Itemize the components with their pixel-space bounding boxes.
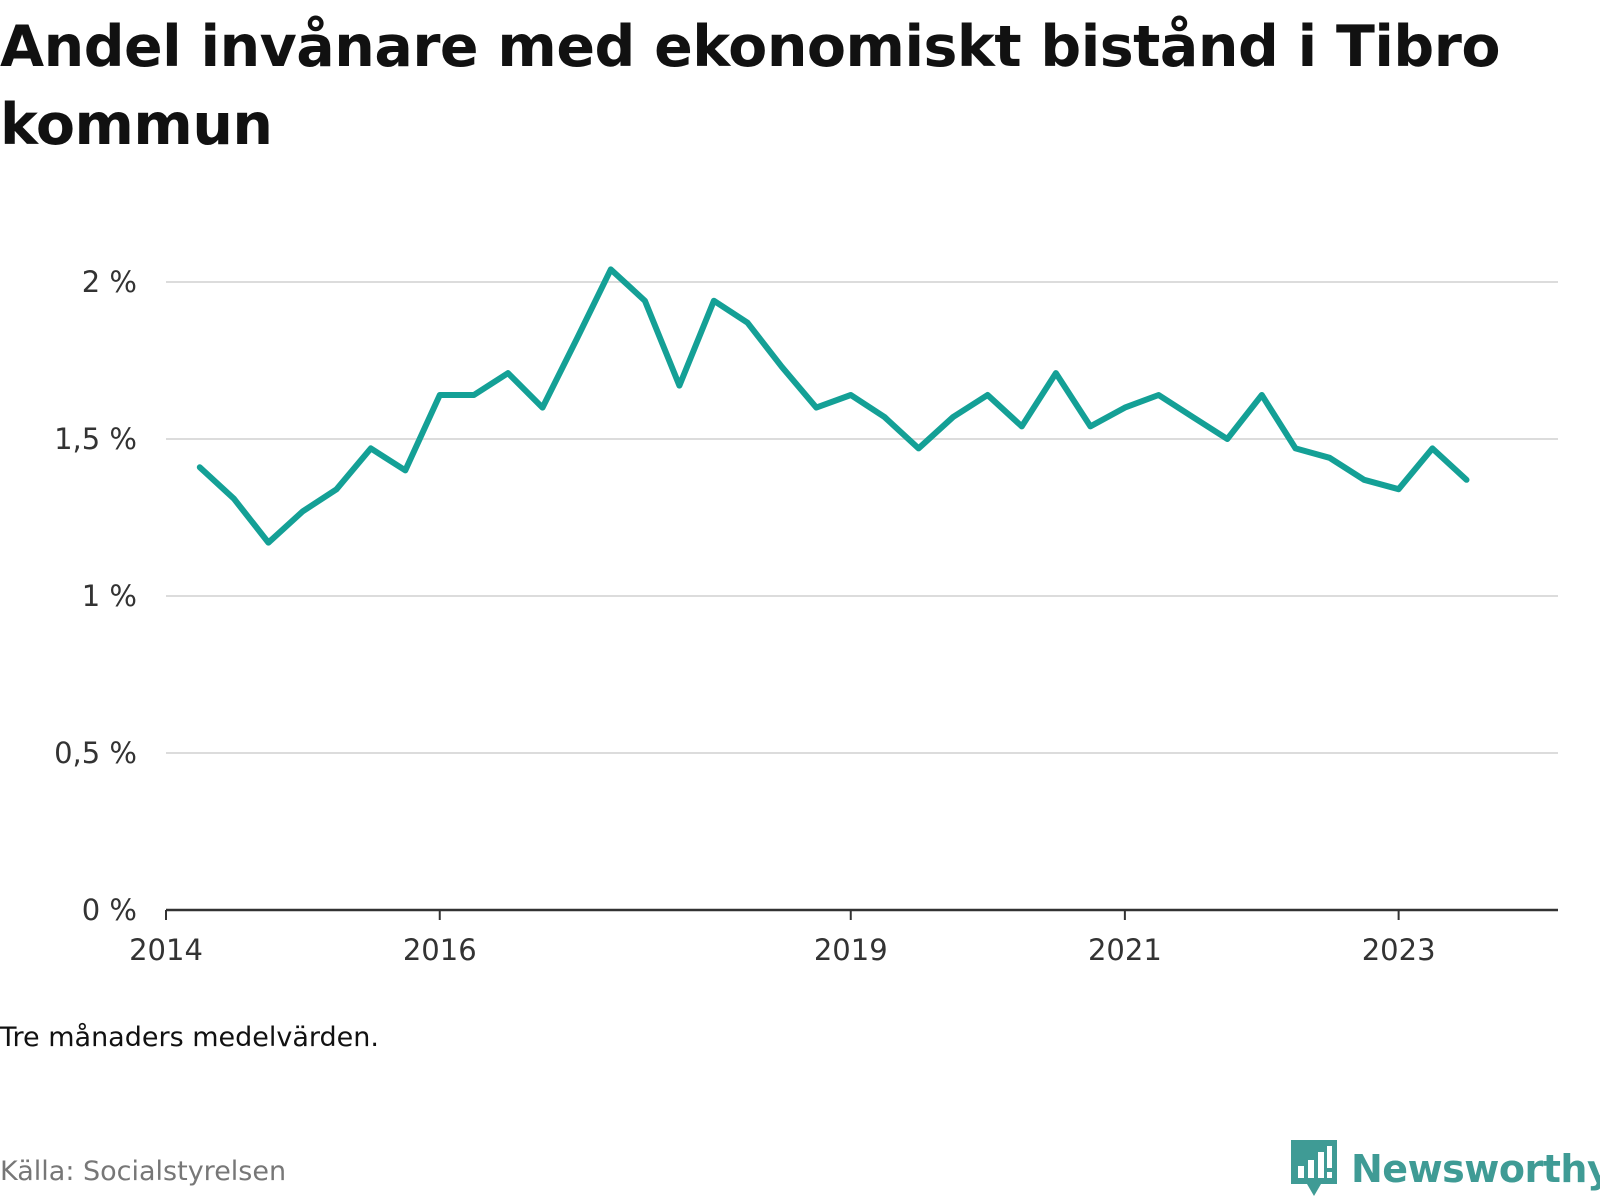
x-tick-label: 2014 (129, 933, 203, 967)
source-label: Källa: Socialstyrelsen (0, 1156, 287, 1187)
newsworthy-brand[interactable]: Newsworthy (1289, 1138, 1600, 1200)
y-tick-label: 1 % (82, 579, 137, 613)
x-tick-label: 2019 (814, 933, 888, 967)
y-tick-label: 1,5 % (54, 422, 137, 456)
y-tick-label: 0 % (82, 893, 137, 927)
x-tick-label: 2016 (403, 933, 477, 967)
x-tick-label: 2023 (1362, 933, 1436, 967)
brand-name: Newsworthy (1351, 1147, 1600, 1191)
x-tick-label: 2021 (1088, 933, 1162, 967)
chart-note: Tre månaders medelvärden. (0, 1022, 379, 1053)
series-line (196, 266, 1470, 546)
y-tick-label: 0,5 % (54, 736, 137, 770)
chart-title: Andel invånare med ekonomiskt bistånd i … (0, 14, 1501, 158)
newsworthy-logo-icon (1291, 1140, 1337, 1196)
y-tick-label: 2 % (82, 265, 137, 299)
line-chart: 0 % 0,5 % 1 % 1,5 % 2 % 2014 2016 2019 2021 2023 (54, 265, 1558, 967)
